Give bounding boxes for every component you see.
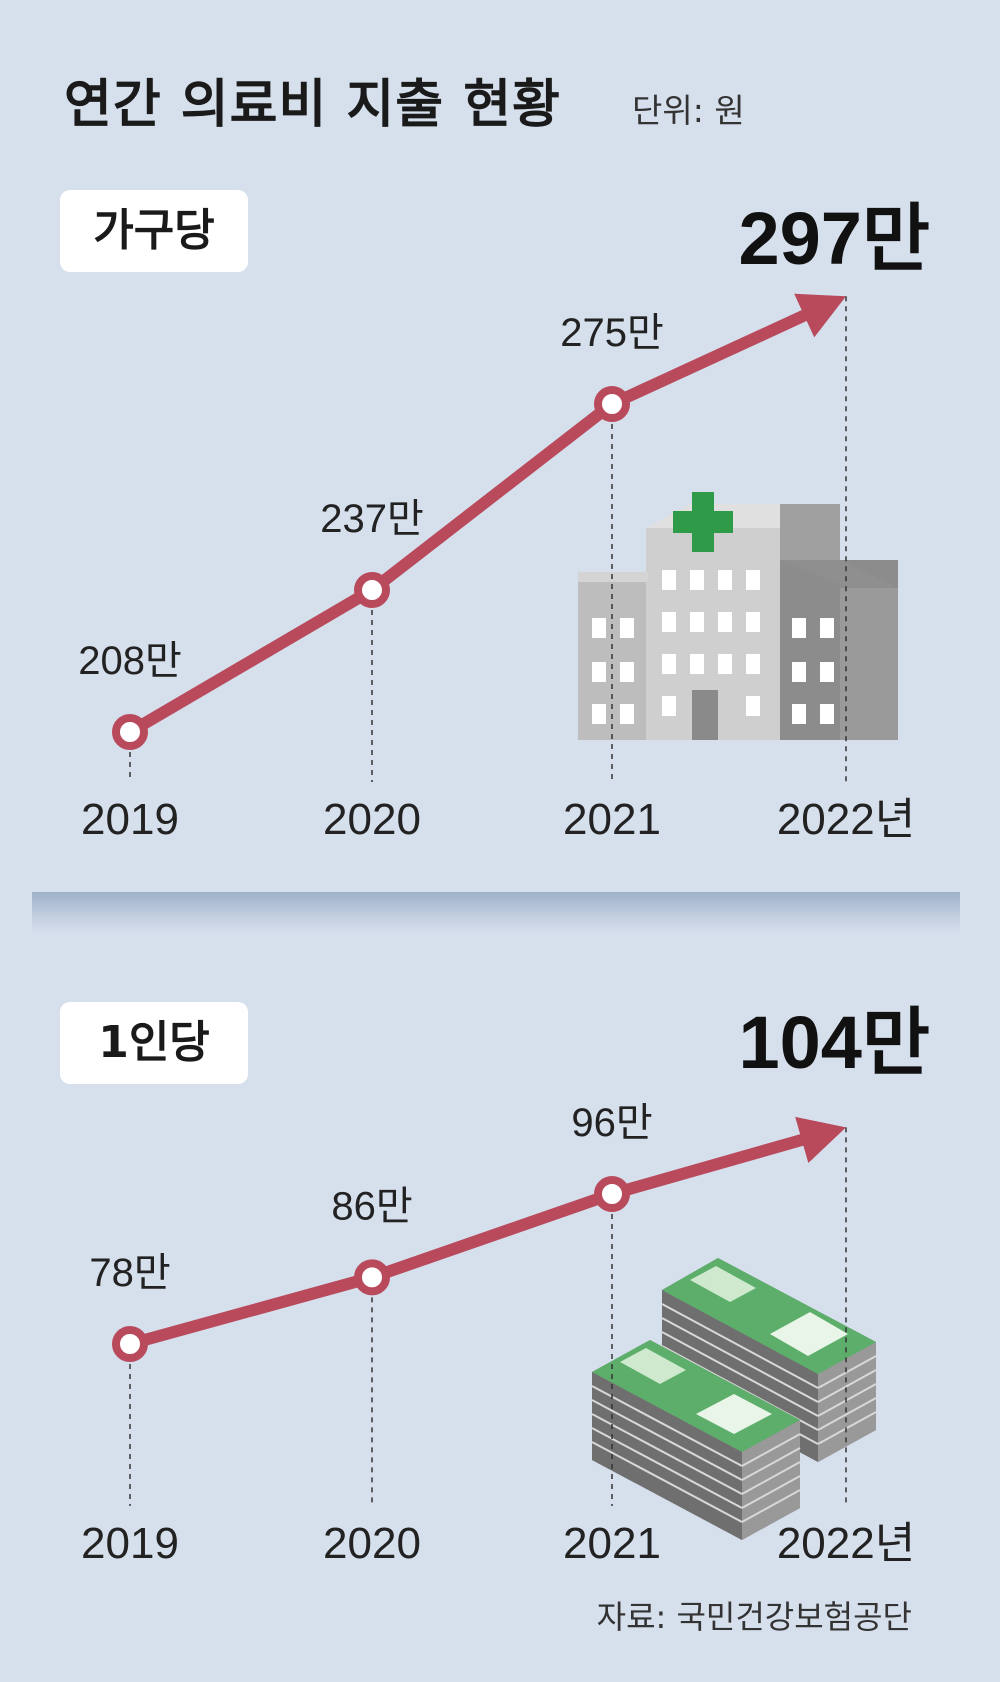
data-point-2020	[354, 1259, 390, 1296]
data-point-2020	[354, 572, 390, 609]
household-label: 가구당	[60, 190, 248, 272]
x-tick-label: 2021	[563, 795, 661, 844]
data-label-2019: 78만	[89, 1251, 170, 1295]
data-label-2021: 275만	[560, 311, 664, 355]
unit-label: 단위: 원	[632, 91, 745, 130]
data-point-2019	[112, 714, 148, 750]
series-line	[124, 398, 618, 738]
x-tick-label: 2019	[81, 795, 179, 844]
hospital-icon	[578, 492, 898, 740]
series-arrow-shaft	[606, 1132, 812, 1200]
data-label-2020: 237만	[320, 497, 424, 541]
line-chart-1: 208만 237만 275만 297만 2019 2020 2021 2022년	[78, 197, 930, 844]
data-label-2022년: 104만	[738, 1001, 930, 1084]
data-point-2021	[594, 386, 630, 422]
data-label-2021: 96만	[571, 1101, 652, 1145]
series-arrow-head	[795, 1116, 846, 1164]
money-stack-icon	[591, 1258, 877, 1540]
x-tick-label: 2020	[323, 1519, 421, 1568]
x-tick-label: 2019	[81, 1519, 179, 1568]
x-tick-label: 2021	[563, 1519, 661, 1568]
x-tick-label: 2020	[323, 795, 421, 844]
x-tick-label: 2022년	[777, 795, 915, 844]
data-point-2021	[594, 1176, 630, 1212]
x-tick-label: 2022년	[777, 1519, 915, 1568]
data-label-2022년: 297만	[738, 197, 930, 280]
series-arrow-head	[794, 293, 846, 338]
series-arrow-shaft	[606, 307, 814, 410]
chart-title: 연간 의료비 지출 현황	[64, 75, 561, 135]
data-label-2019: 208만	[78, 639, 182, 683]
data-label-2020: 86만	[331, 1184, 412, 1228]
line-chart-2: 78만 86만 96만 104만 2019 2020 2021 2022년	[81, 1001, 930, 1568]
source-note: 자료: 국민건강보험공단	[596, 1598, 912, 1636]
data-point-2019	[112, 1326, 148, 1362]
section-divider	[32, 892, 960, 934]
per-person-label: 1인당	[60, 1002, 248, 1084]
